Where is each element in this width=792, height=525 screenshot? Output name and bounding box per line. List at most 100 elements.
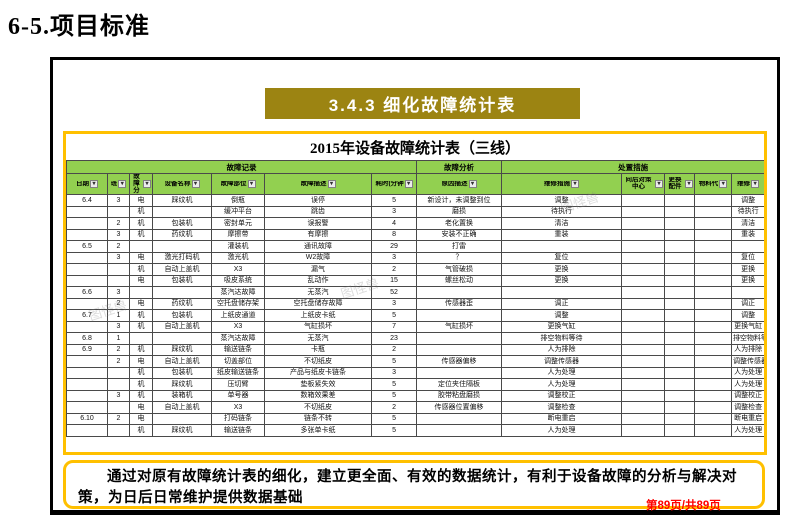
table-cell: 调整 bbox=[501, 309, 623, 322]
fault-stats-table-frame: 2015年设备故障统计表（三线） 故障记录 故障分析 处置措施 日期 ▾ 班 ▾ 故… bbox=[63, 131, 767, 455]
table-cell: 无蒸汽 bbox=[264, 332, 372, 345]
table-cell: 乱动作 bbox=[264, 274, 372, 288]
column-header: 设备名称 ▾ bbox=[152, 172, 212, 196]
table-cell: 重装 bbox=[731, 228, 764, 242]
table-cell: 踩纹机 bbox=[152, 343, 212, 357]
table-cell: 复位 bbox=[731, 251, 764, 265]
table-cell: 5 bbox=[370, 194, 418, 207]
table-cell: 机 bbox=[129, 309, 153, 322]
table-cell bbox=[66, 205, 108, 219]
filter-dropdown-icon[interactable]: ▾ bbox=[247, 180, 256, 189]
table-cell: 调正 bbox=[731, 297, 764, 311]
table-cell: 2 bbox=[107, 412, 130, 426]
table-cell: 机 bbox=[129, 366, 153, 380]
table-cell: 52 bbox=[370, 286, 418, 299]
table-cell bbox=[152, 332, 212, 345]
table-cell: 更换 bbox=[731, 263, 764, 276]
table-cell bbox=[152, 240, 212, 253]
table-cell: 断电重启 bbox=[731, 412, 764, 426]
filter-dropdown-icon[interactable]: ▾ bbox=[655, 180, 664, 189]
table-cell bbox=[621, 343, 666, 357]
table-cell: 自动上盖机 bbox=[152, 401, 212, 414]
filter-dropdown-icon[interactable]: ▾ bbox=[90, 180, 98, 189]
filter-dropdown-icon[interactable]: ▾ bbox=[719, 180, 728, 189]
filter-dropdown-icon[interactable]: ▾ bbox=[327, 180, 336, 189]
table-cell bbox=[731, 286, 764, 299]
table-cell bbox=[621, 401, 666, 414]
table-row: 3 机药纹机 摩擦带 有摩擦 8 安装不正确 重装 重装 bbox=[66, 228, 764, 242]
column-header-row: 日期 ▾ 班 ▾ 故障分 ▾ 设备名称 ▾ 故障部位 ▾ 故障描述 ▾ 耗时(分… bbox=[66, 172, 764, 196]
table-cell bbox=[152, 412, 212, 426]
table-cell: 调整 bbox=[731, 194, 764, 207]
table-row: 2 机包装机 密封单元 误报警 4 老化置换 清洁 清洁 bbox=[66, 217, 764, 230]
table-cell: 空托盘储存架 bbox=[211, 297, 265, 311]
table-cell bbox=[107, 378, 130, 391]
table-cell: 待执行 bbox=[501, 205, 623, 219]
table-cell: X3 bbox=[211, 320, 265, 334]
filter-dropdown-icon[interactable]: ▾ bbox=[191, 180, 200, 189]
table-cell: 安装不正确 bbox=[416, 228, 503, 242]
table-cell bbox=[66, 228, 108, 242]
filter-dropdown-icon[interactable]: ▾ bbox=[143, 180, 151, 189]
table-cell bbox=[66, 320, 108, 334]
table-row: 6.10 2 电 打码链条 链条不转 5 断电重启 断电重启 bbox=[66, 412, 764, 426]
table-cell: 6.8 bbox=[66, 332, 108, 345]
table-cell: 2 bbox=[370, 263, 418, 276]
filter-dropdown-icon[interactable]: ▾ bbox=[685, 180, 694, 189]
column-header-label: 设备名称 bbox=[164, 180, 191, 187]
table-cell bbox=[694, 297, 733, 311]
filter-dropdown-icon[interactable]: ▾ bbox=[751, 180, 760, 189]
table-title: 2015年设备故障统计表（三线） bbox=[309, 140, 520, 157]
table-cell bbox=[416, 424, 503, 437]
table-cell: 2 bbox=[107, 240, 130, 253]
table-cell: 待执行 bbox=[731, 205, 764, 219]
table-cell: 上纸皮通道 bbox=[211, 309, 265, 322]
table-cell bbox=[416, 332, 503, 345]
column-header: 耗时(分钟 ▾ bbox=[370, 172, 418, 196]
table-cell: 打码链条 bbox=[211, 412, 265, 426]
filter-dropdown-icon[interactable]: ▾ bbox=[468, 180, 477, 189]
table-cell bbox=[694, 378, 733, 391]
table-cell: 老化置换 bbox=[416, 217, 503, 230]
table-cell: 密封单元 bbox=[211, 217, 265, 230]
column-header: 故障部位 ▾ bbox=[211, 172, 265, 196]
table-cell bbox=[66, 401, 108, 414]
column-header-label: 原因描述 bbox=[441, 180, 468, 187]
table-cell: 不切纸皮 bbox=[264, 401, 372, 414]
filter-dropdown-icon[interactable]: ▾ bbox=[571, 180, 580, 189]
column-header: 故障描述 ▾ bbox=[264, 172, 372, 196]
table-cell bbox=[129, 240, 153, 253]
table-cell: 输送链条 bbox=[211, 424, 265, 437]
column-header-label: 物料代 bbox=[698, 180, 719, 187]
table-cell: 15 bbox=[370, 274, 418, 288]
table-cell: 更换 bbox=[731, 274, 764, 288]
column-header: 维修措施 ▾ bbox=[501, 172, 623, 196]
table-row: 机自动上盖机 X3 漏气 2 气管破损 更换 更换 bbox=[66, 263, 764, 276]
table-row: 3 电激光打码机 激光机 W2故障 3？复位 复位 bbox=[66, 251, 764, 265]
filter-dropdown-icon[interactable]: ▾ bbox=[118, 180, 127, 189]
table-cell bbox=[621, 320, 666, 334]
table-cell bbox=[66, 251, 108, 265]
table-cell bbox=[129, 332, 153, 345]
table-cell bbox=[664, 217, 696, 230]
table-cell bbox=[621, 251, 666, 265]
table-cell: 3 bbox=[370, 366, 418, 380]
table-cell bbox=[152, 286, 212, 299]
column-header: 维修 ▾ bbox=[731, 172, 764, 196]
table-cell: 摩擦带 bbox=[211, 228, 265, 242]
table-cell: 5 bbox=[370, 355, 418, 368]
table-cell: 5 bbox=[370, 378, 418, 391]
table-cell: 包装机 bbox=[152, 274, 212, 288]
table-row: 机包装机 纸皮输送链条 产品与纸皮卡链条 3 人为处理 人为处理 bbox=[66, 366, 764, 380]
table-cell: 3 bbox=[107, 320, 130, 334]
table-cell: 定位夹住隔板 bbox=[416, 378, 503, 391]
filter-dropdown-icon[interactable]: ▾ bbox=[404, 180, 413, 189]
table-cell: 清洁 bbox=[731, 217, 764, 230]
table-cell bbox=[621, 424, 666, 437]
table-cell bbox=[621, 309, 666, 322]
table-row: 6.5 2 灌装机 通讯故障 29 打雷 bbox=[66, 240, 764, 253]
table-cell bbox=[694, 355, 733, 368]
column-group-header: 故障记录 bbox=[66, 160, 418, 174]
table-cell bbox=[694, 251, 733, 265]
table-cell: 磨损 bbox=[416, 205, 503, 219]
